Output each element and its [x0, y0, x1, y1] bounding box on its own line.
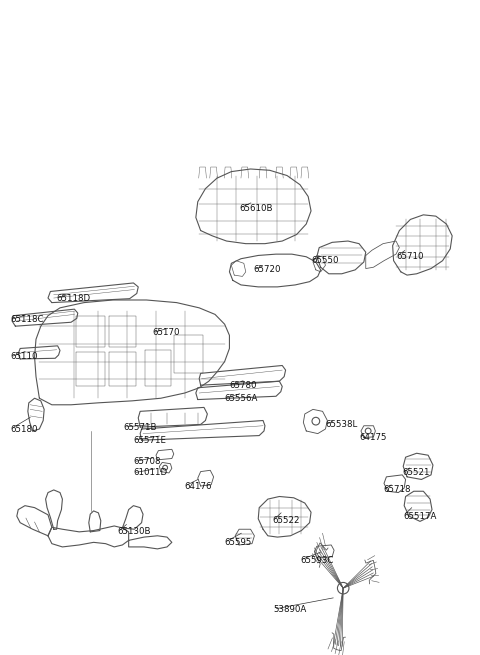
Text: 65720: 65720: [253, 265, 281, 274]
Text: 65571B: 65571B: [124, 422, 157, 432]
Text: 64175: 64175: [359, 433, 386, 442]
Text: 65118C: 65118C: [11, 315, 44, 324]
Text: 65593C: 65593C: [300, 555, 334, 565]
Text: 65118D: 65118D: [57, 293, 91, 303]
Text: 65708: 65708: [133, 457, 161, 466]
Text: 65780: 65780: [229, 381, 257, 390]
Text: 65610B: 65610B: [239, 204, 273, 213]
Text: 53890A: 53890A: [274, 605, 307, 614]
Text: 65170: 65170: [153, 328, 180, 337]
Text: 65571E: 65571E: [133, 436, 167, 445]
Text: 65550: 65550: [311, 256, 338, 265]
Text: 64176: 64176: [185, 481, 212, 491]
Text: 65718: 65718: [383, 485, 410, 495]
Text: 65180: 65180: [11, 424, 38, 434]
Text: 65538L: 65538L: [325, 420, 358, 429]
Text: 65110: 65110: [11, 352, 38, 362]
Text: 65556A: 65556A: [225, 394, 258, 403]
Text: 61011D: 61011D: [133, 468, 168, 477]
Text: 65710: 65710: [396, 252, 423, 261]
Text: 65517A: 65517A: [403, 512, 437, 521]
Text: 65522: 65522: [273, 516, 300, 525]
Text: 65130B: 65130B: [118, 527, 151, 536]
Text: 65595: 65595: [225, 538, 252, 547]
Text: 65521: 65521: [402, 468, 430, 477]
